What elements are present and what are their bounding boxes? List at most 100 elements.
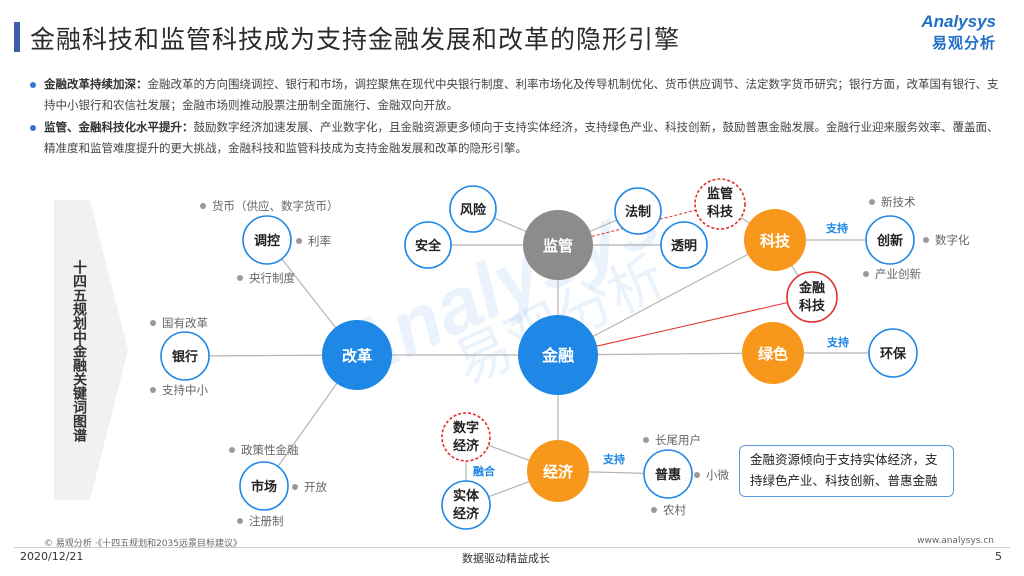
node-finance-label: 金融 [541, 346, 574, 365]
node-regulation-label: 监管 [543, 237, 573, 255]
footer-slogan: 数据驱动精益成长 [462, 552, 550, 565]
node-inclusive-label: 普惠 [655, 467, 681, 483]
page-title: 金融科技和监管科技成为支持金融发展和改革的隐形引擎 [30, 25, 681, 54]
node-finance [518, 315, 598, 395]
brand-logo: Analysys 易观分析 [886, 12, 996, 53]
sidebar-panel [54, 200, 90, 500]
node-digital-econ [441, 412, 491, 462]
footer-source: © 易观分析 ·《十四五规划和2035远景目标建议》 [44, 539, 242, 549]
edge-label-support: 支持 [826, 335, 849, 349]
tag-dot-icon [229, 447, 235, 453]
tag-dot-icon [150, 387, 156, 393]
node-market-label: 市场 [251, 479, 277, 495]
tag-label: 支持中小 [162, 383, 208, 397]
node-fintech-label-line1: 金融 [798, 280, 825, 296]
node-fintech-label-line2: 科技 [799, 298, 826, 314]
bullet-heading: 金融改革持续加深： [44, 77, 148, 91]
node-reform [322, 320, 392, 390]
node-innovation-label: 创新 [876, 233, 903, 249]
sidebar-title: 十四五规划中金融关键词图谱 [71, 260, 87, 442]
tag-dot-icon [292, 484, 298, 490]
edge-label-support: 支持 [602, 452, 625, 466]
node-real-label-line2: 经济 [453, 506, 480, 522]
edge-label-support: 支持 [825, 221, 848, 235]
tag-dot-icon [296, 238, 302, 244]
tag-label: 注册制 [249, 514, 284, 528]
tag-dot-icon [643, 437, 649, 443]
node-innovation [865, 215, 915, 265]
tag-dot-icon [694, 472, 700, 478]
bullet-text: 金融改革的方向围绕调控、银行和市场，调控聚焦在现代中央银行制度、利率市场化及传导… [44, 77, 999, 112]
node-green [742, 322, 804, 384]
node-digital-label-line2: 经济 [453, 438, 480, 454]
node-tech-label: 科技 [760, 232, 791, 250]
node-digital-label-line1: 数字 [453, 420, 479, 436]
bullet-heading: 监管、金融科技化水平提升： [44, 120, 194, 134]
tag-label: 国有改革 [162, 316, 208, 330]
page-number: 5 [995, 550, 1002, 563]
tag-label: 货币（供应、数字货币） [212, 199, 339, 213]
tag-dot-icon [150, 320, 156, 326]
node-inclusive [643, 449, 693, 499]
node-bank-label: 银行 [172, 349, 198, 365]
tag-label: 新技术 [881, 195, 916, 209]
footer-divider [14, 547, 1010, 548]
node-regulate-label: 调控 [254, 233, 280, 249]
node-economy [527, 440, 589, 502]
node-green-label: 绿色 [758, 345, 788, 363]
node-risk [449, 185, 497, 233]
bullet-text: 鼓励数字经济加速发展、产业数字化，且金融资源更多倾向于支持实体经济，支持绿色产业… [44, 120, 999, 155]
node-regtech-label-line1: 监管 [707, 186, 733, 202]
node-regulation [523, 210, 593, 280]
tag-label: 开放 [304, 480, 327, 494]
tag-label: 央行制度 [249, 271, 295, 285]
logo-en: Analysys [921, 12, 996, 31]
node-security-label: 安全 [415, 238, 442, 254]
node-fintech [786, 271, 838, 323]
sidebar-arrow-icon [90, 200, 128, 500]
node-market [239, 461, 289, 511]
node-regtech-label-line2: 科技 [707, 204, 734, 220]
tag-dot-icon [863, 271, 869, 277]
bullet-item: 监管、金融科技化水平提升：鼓励数字经济加速发展、产业数字化，且金融资源更多倾向于… [30, 117, 999, 159]
tag-label: 小微 [706, 468, 729, 482]
bullet-item: 金融改革持续加深：金融改革的方向围绕调控、银行和市场，调控聚焦在现代中央银行制度… [30, 74, 999, 116]
node-rule-of-law [614, 187, 662, 235]
footer-date: 2020/12/21 [20, 550, 84, 563]
node-env-label: 环保 [880, 346, 907, 362]
node-regulate [242, 215, 292, 265]
node-real-econ [441, 480, 491, 530]
tag-dot-icon [869, 199, 875, 205]
edge-finance-tech [557, 239, 776, 356]
tag-label: 产业创新 [875, 267, 921, 281]
bullet-dot-icon [30, 125, 36, 131]
tag-label: 政策性金融 [241, 443, 299, 457]
tag-dot-icon [200, 203, 206, 209]
note-box: 金融资源倾向于支持实体经济，支持绿色产业、科技创新、普惠金融 [739, 445, 954, 497]
node-transparency [660, 221, 708, 269]
title-accent-bar [14, 22, 20, 52]
node-bank [160, 331, 210, 381]
tag-dot-icon [651, 507, 657, 513]
tag-dot-icon [237, 518, 243, 524]
footer-url: www.analysys.cn [917, 536, 994, 546]
node-real-label-line1: 实体 [453, 488, 480, 504]
node-reform-label: 改革 [342, 347, 372, 365]
summary-bullets: 金融改革持续加深：金融改革的方向围绕调控、银行和市场，调控聚焦在现代中央银行制度… [30, 74, 999, 160]
tag-label: 数字化 [935, 233, 970, 247]
node-economy-label: 经济 [543, 463, 574, 481]
node-regtech [694, 178, 746, 230]
node-security [404, 221, 452, 269]
node-env [868, 328, 918, 378]
tag-label: 利率 [308, 234, 331, 248]
tag-label: 长尾用户 [655, 433, 701, 447]
logo-cn: 易观分析 [931, 34, 996, 52]
bullet-dot-icon [30, 82, 36, 88]
edge-label-fusion: 融合 [473, 464, 496, 478]
node-risk-label: 风险 [460, 202, 487, 218]
node-transparency-label: 透明 [671, 239, 697, 254]
tag-dot-icon [237, 275, 243, 281]
node-tech [744, 209, 806, 271]
edge-finance-fintech [557, 296, 813, 356]
